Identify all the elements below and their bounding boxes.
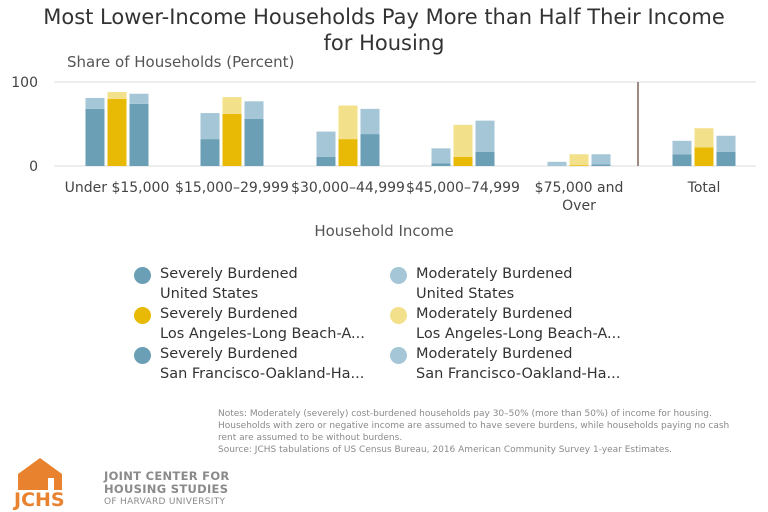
bar-moderate (694, 128, 714, 148)
legend-swatch (390, 347, 407, 364)
chart-plot: 0 100 Under $15,000 $15,000–29,999 $30,000–4… (11, 75, 756, 214)
bar-severe (222, 113, 242, 166)
bar-severe (200, 139, 220, 166)
bar-moderate (431, 148, 451, 164)
bar-severe (129, 103, 149, 166)
bar-moderate (360, 108, 380, 135)
y-axis-title: Share of Households (Percent) (67, 53, 295, 71)
legend-swatch (134, 307, 151, 324)
bar-severe (569, 165, 589, 166)
bar-severe (316, 156, 336, 166)
legend-sublabel: United States (160, 286, 259, 302)
bar-moderate (244, 101, 264, 119)
legend-label: Severely Burdened (160, 266, 298, 282)
x-tick-label: $75,000 and (535, 180, 624, 196)
bar-moderate (569, 154, 589, 166)
logo-line-3: OF HARVARD UNIVERSITY (104, 497, 226, 507)
legend-label: Severely Burdened (160, 346, 298, 362)
y-tick-label: 100 (11, 75, 38, 91)
x-tick-label: $45,000–74,999 (406, 180, 520, 196)
bar-moderate (453, 124, 473, 157)
x-tick-label: Total (687, 180, 721, 196)
x-tick-label: $30,000–44,999 (291, 180, 405, 196)
legend-label: Severely Burdened (160, 306, 298, 322)
legend-item-severe-la[interactable]: Severely Burdened Los Angeles-Long Beach-… (134, 304, 384, 344)
bar-moderate (338, 105, 358, 140)
x-axis-title: Household Income (314, 222, 454, 240)
legend-swatch (134, 267, 151, 284)
legend-sublabel: Los Angeles-Long Beach-A... (416, 326, 621, 342)
legend-sublabel: Los Angeles-Long Beach-A... (160, 326, 365, 342)
notes-text: Notes: Moderately (severely) cost-burden… (218, 409, 730, 443)
bar-severe (107, 98, 127, 166)
bar-severe (431, 163, 451, 166)
bar-severe (338, 139, 358, 166)
legend-item-severe-us[interactable]: Severely Burdened United States (134, 264, 384, 304)
legend-sublabel: United States (416, 286, 515, 302)
logo-line-1: JOINT CENTER FOR (104, 469, 230, 483)
legend-sublabel: San Francisco-Oakland-Ha... (160, 366, 365, 382)
legend-item-moderate-la[interactable]: Moderately Burdened Los Angeles-Long Beac… (390, 304, 640, 344)
legend-item-severe-sf[interactable]: Severely Burdened San Francisco-Oakland-H… (134, 344, 384, 384)
bar-moderate (222, 97, 242, 114)
bar-moderate (547, 161, 567, 166)
legend-swatch (390, 307, 407, 324)
bar-severe (360, 134, 380, 166)
legend-sublabel: San Francisco-Oakland-Ha... (416, 366, 621, 382)
legend-label: Moderately Burdened (416, 346, 573, 362)
chart-notes: Notes: Moderately (severely) cost-burden… (218, 408, 743, 456)
y-tick-label: 0 (29, 159, 38, 175)
bar-severe (672, 154, 692, 166)
legend-item-moderate-sf[interactable]: Moderately Burdened San Francisco-Oakland… (390, 344, 640, 384)
logo-line-2: HOUSING STUDIES (104, 482, 229, 496)
bar-severe (85, 108, 105, 166)
bar-severe (694, 147, 714, 166)
x-tick-label: $15,000–29,999 (175, 180, 289, 196)
bar-moderate (591, 154, 611, 165)
bar-severe (244, 118, 264, 166)
bar-severe (716, 151, 736, 166)
bar-moderate (475, 120, 495, 152)
bar-moderate (107, 92, 127, 99)
logo-mark: JCHS (12, 489, 65, 510)
legend-swatch (134, 347, 151, 364)
legend-label: Moderately Burdened (416, 266, 573, 282)
bar-severe (453, 156, 473, 166)
jchs-logo: JCHS (12, 458, 65, 510)
logo-house-icon (18, 458, 62, 490)
legend-label: Moderately Burdened (416, 306, 573, 322)
bar-moderate (200, 113, 220, 140)
bar-severe (591, 164, 611, 166)
chart-legend: Severely Burdened United States Moderatel… (134, 264, 654, 388)
bar-moderate (716, 135, 736, 152)
bar-moderate (129, 93, 149, 104)
legend-item-moderate-us[interactable]: Moderately Burdened United States (390, 264, 640, 304)
bar-severe (475, 151, 495, 166)
legend-swatch (390, 267, 407, 284)
logo-wordmark: JOINT CENTER FOR HOUSING STUDIES OF HARV… (104, 470, 230, 509)
chart-title: Most Lower-Income Households Pay More th… (43, 5, 725, 55)
bar-moderate (85, 97, 105, 109)
bar-moderate (672, 140, 692, 155)
x-tick-label: Over (562, 198, 596, 214)
source-text: Source: JCHS tabulations of US Census Bu… (218, 445, 673, 455)
bar-moderate (316, 131, 336, 157)
x-tick-label: Under $15,000 (65, 180, 170, 196)
